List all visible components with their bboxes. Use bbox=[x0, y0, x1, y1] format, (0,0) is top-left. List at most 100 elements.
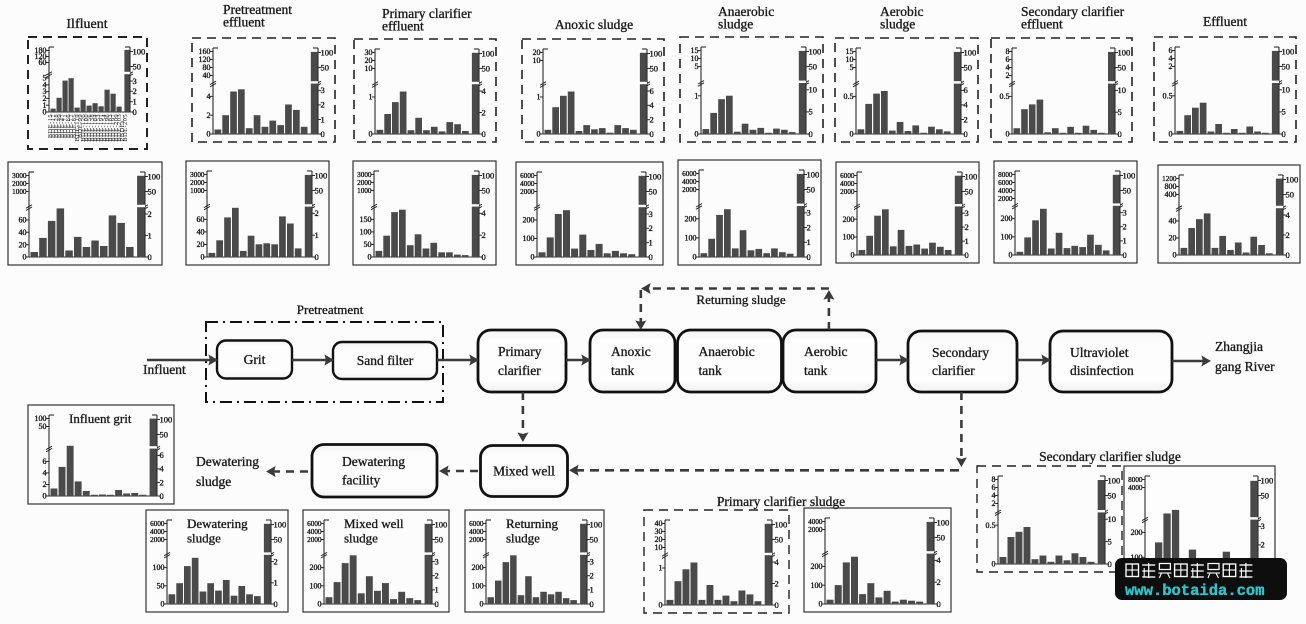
svg-text:0: 0 bbox=[650, 129, 654, 139]
svg-text:6000: 6000 bbox=[307, 520, 322, 528]
svg-text:4: 4 bbox=[43, 469, 47, 478]
svg-text:4: 4 bbox=[1006, 63, 1010, 72]
svg-text:0: 0 bbox=[318, 600, 322, 609]
svg-text:Primary: Primary bbox=[498, 344, 542, 359]
svg-text:1: 1 bbox=[695, 91, 699, 100]
svg-text:4000: 4000 bbox=[840, 180, 855, 188]
svg-text:2: 2 bbox=[964, 114, 968, 124]
svg-text:100: 100 bbox=[685, 234, 697, 243]
svg-text:Returning: Returning bbox=[506, 516, 558, 531]
svg-text:6000: 6000 bbox=[998, 179, 1013, 187]
svg-text:2000: 2000 bbox=[682, 186, 697, 194]
svg-text:50: 50 bbox=[965, 186, 974, 196]
svg-text:100: 100 bbox=[1118, 47, 1131, 57]
svg-text:0: 0 bbox=[809, 129, 813, 139]
svg-text:0.5: 0.5 bbox=[986, 521, 996, 530]
svg-text:Secondary clarifier sludge: Secondary clarifier sludge bbox=[1039, 449, 1181, 464]
svg-text:0: 0 bbox=[161, 600, 165, 609]
svg-text:BDE-203: BDE-203 bbox=[116, 114, 123, 142]
svg-text:50: 50 bbox=[650, 63, 659, 73]
svg-text:1000: 1000 bbox=[190, 187, 205, 195]
svg-text:Anoxic sludge: Anoxic sludge bbox=[555, 17, 633, 32]
svg-text:4: 4 bbox=[775, 557, 780, 567]
svg-text:2: 2 bbox=[43, 480, 47, 489]
svg-text:0: 0 bbox=[43, 108, 47, 117]
svg-text:3: 3 bbox=[321, 85, 325, 95]
svg-text:sludge: sludge bbox=[718, 17, 753, 32]
svg-text:Secondary: Secondary bbox=[932, 345, 989, 360]
svg-text:50: 50 bbox=[315, 185, 324, 195]
svg-text:4000: 4000 bbox=[808, 518, 823, 526]
svg-text:100: 100 bbox=[315, 170, 328, 180]
svg-text:20: 20 bbox=[365, 56, 373, 65]
svg-text:100: 100 bbox=[590, 519, 603, 529]
svg-text:BDE-77: BDE-77 bbox=[68, 114, 75, 138]
svg-text:6000: 6000 bbox=[150, 520, 165, 528]
svg-text:100: 100 bbox=[937, 517, 950, 527]
svg-text:BDE-126: BDE-126 bbox=[80, 114, 87, 142]
svg-text:100: 100 bbox=[1001, 232, 1013, 241]
svg-text:1: 1 bbox=[321, 114, 325, 124]
svg-text:0: 0 bbox=[1006, 130, 1010, 139]
svg-text:40: 40 bbox=[197, 228, 205, 237]
svg-text:50: 50 bbox=[590, 534, 599, 544]
svg-text:Dewatering: Dewatering bbox=[342, 454, 405, 469]
svg-text:200: 200 bbox=[523, 216, 535, 225]
svg-text:0: 0 bbox=[1123, 250, 1127, 260]
svg-text:8000: 8000 bbox=[998, 171, 1013, 179]
svg-text:100: 100 bbox=[809, 46, 822, 56]
svg-text:100: 100 bbox=[160, 414, 173, 424]
svg-text:50: 50 bbox=[1261, 490, 1270, 500]
svg-text:100: 100 bbox=[153, 563, 165, 572]
svg-text:100: 100 bbox=[965, 171, 978, 181]
svg-text:Mixed well: Mixed well bbox=[493, 464, 555, 479]
svg-text:100: 100 bbox=[274, 519, 287, 529]
svg-text:3: 3 bbox=[43, 87, 47, 96]
svg-text:4000: 4000 bbox=[520, 180, 535, 188]
svg-text:10: 10 bbox=[809, 85, 818, 95]
svg-text:0: 0 bbox=[531, 253, 535, 262]
svg-text:0: 0 bbox=[590, 599, 594, 609]
svg-text:Returning sludge: Returning sludge bbox=[696, 292, 785, 307]
svg-text:BDE-71: BDE-71 bbox=[62, 114, 69, 138]
svg-text:0: 0 bbox=[482, 252, 486, 262]
svg-text:50: 50 bbox=[964, 62, 973, 72]
svg-text:100: 100 bbox=[1261, 475, 1274, 485]
svg-text:Dewatering: Dewatering bbox=[187, 516, 248, 531]
svg-text:2: 2 bbox=[43, 94, 47, 103]
svg-text:20: 20 bbox=[1169, 234, 1177, 243]
svg-text:BDE-183: BDE-183 bbox=[107, 114, 114, 142]
svg-text:2000: 2000 bbox=[840, 188, 855, 196]
svg-text:6: 6 bbox=[650, 86, 654, 96]
svg-text:BDE-197: BDE-197 bbox=[110, 114, 117, 142]
svg-text:3: 3 bbox=[649, 209, 653, 219]
svg-text:4000: 4000 bbox=[1128, 484, 1143, 492]
svg-text:tank: tank bbox=[699, 363, 722, 378]
svg-text:2: 2 bbox=[321, 100, 325, 110]
svg-text:50: 50 bbox=[482, 185, 491, 195]
svg-text:150: 150 bbox=[360, 215, 372, 224]
svg-text:0: 0 bbox=[537, 130, 541, 139]
svg-text:100: 100 bbox=[482, 170, 495, 180]
svg-text:4: 4 bbox=[43, 80, 47, 89]
svg-text:100: 100 bbox=[1282, 46, 1295, 56]
svg-text:clarifier: clarifier bbox=[498, 363, 541, 378]
svg-text:0.5: 0.5 bbox=[1000, 92, 1010, 101]
svg-text:BDE-205: BDE-205 bbox=[122, 114, 129, 142]
svg-text:Influent grit: Influent grit bbox=[69, 411, 132, 426]
svg-text:2: 2 bbox=[807, 222, 811, 232]
svg-text:2000: 2000 bbox=[520, 188, 535, 196]
svg-text:100: 100 bbox=[964, 47, 977, 57]
svg-text:effluent: effluent bbox=[382, 19, 424, 34]
svg-text:BDE-28: BDE-28 bbox=[53, 114, 60, 138]
svg-text:15: 15 bbox=[691, 46, 699, 55]
svg-text:0: 0 bbox=[369, 130, 373, 139]
svg-text:120: 120 bbox=[199, 55, 211, 64]
svg-text:200: 200 bbox=[843, 215, 855, 224]
svg-text:1000: 1000 bbox=[357, 187, 372, 195]
svg-text:0: 0 bbox=[315, 252, 319, 262]
svg-text:4000: 4000 bbox=[150, 528, 165, 536]
svg-text:60: 60 bbox=[197, 215, 205, 224]
svg-text:0: 0 bbox=[1118, 129, 1122, 139]
svg-text:50: 50 bbox=[148, 186, 157, 196]
